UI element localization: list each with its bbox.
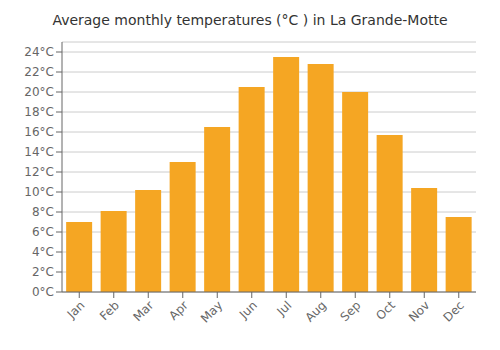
- html-text:Average monthly temperatures (: Average monthly temperatures (°C ) in La…: [52, 12, 448, 28]
- svg-text:18°C: 18°C: [24, 105, 54, 119]
- svg-text:May: May: [198, 298, 225, 325]
- svg-text:24°C: 24°C: [24, 45, 54, 59]
- svg-text:Apr: Apr: [166, 298, 191, 323]
- svg-text:20°C: 20°C: [24, 85, 54, 99]
- svg-text:16°C: 16°C: [24, 125, 54, 139]
- svg-text:6°C: 6°C: [32, 225, 54, 239]
- svg-text:8°C: 8°C: [32, 205, 54, 219]
- svg-text:22°C: 22°C: [24, 65, 54, 79]
- svg-text:Sep: Sep: [337, 298, 363, 324]
- svg-text:Aug: Aug: [302, 298, 328, 324]
- svg-text:4°C: 4°C: [32, 245, 54, 259]
- svg-text:12°C: 12°C: [24, 165, 54, 179]
- svg-text:Oct: Oct: [373, 298, 398, 323]
- svg-text:Dec: Dec: [441, 298, 467, 324]
- svg-text:10°C: 10°C: [24, 185, 54, 199]
- svg-text:Feb: Feb: [97, 298, 122, 323]
- svg-text:Jul: Jul: [274, 298, 295, 319]
- svg-text:Mar: Mar: [130, 298, 156, 324]
- svg-text:0°C: 0°C: [32, 285, 54, 299]
- svg-text:Jan: Jan: [64, 298, 88, 322]
- svg-text:14°C: 14°C: [24, 145, 54, 159]
- svg-text:Nov: Nov: [406, 298, 432, 324]
- svg-text:2°C: 2°C: [32, 265, 54, 279]
- svg-text:Jun: Jun: [236, 298, 260, 322]
